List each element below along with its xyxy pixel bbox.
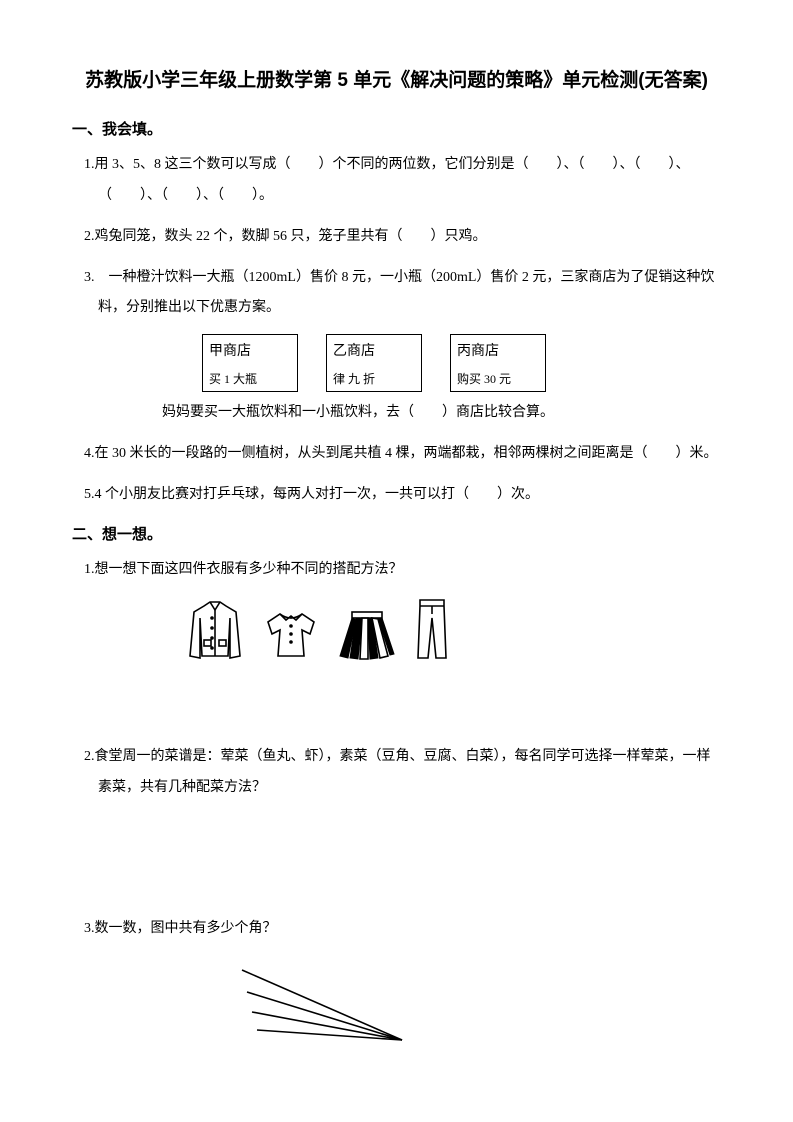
store-box-a: 甲商店 买 1 大瓶 [202, 334, 298, 392]
q1-5: 5.4 个小朋友比赛对打乒乓球，每两人对打一次，一共可以打（ ）次。 [72, 480, 721, 511]
q1-4: 4.在 30 米长的一段路的一侧植树，从头到尾共植 4 棵，两端都栽，相邻两棵树… [72, 439, 721, 470]
store-box-c: 丙商店 购买 30 元 [450, 334, 546, 392]
shirt-icon [260, 608, 322, 662]
section1-heading: 一、我会填。 [72, 116, 721, 145]
store-b-name: 乙商店 [333, 341, 415, 363]
pants-icon [412, 596, 452, 662]
clothes-row [182, 596, 721, 662]
store-b-promo: 律 九 折 [333, 370, 415, 389]
skirt-icon [334, 608, 400, 662]
jacket-icon [182, 600, 248, 662]
page-title: 苏教版小学三年级上册数学第 5 单元《解决问题的策略》单元检测(无答案) [72, 60, 721, 102]
store-c-promo: 购买 30 元 [457, 370, 539, 389]
q1-3a: 3. 一种橙汁饮料一大瓶（1200mL）售价 8 元，一小瓶（200mL）售价 … [72, 263, 721, 325]
q2-2: 2.食堂周一的菜谱是：荤菜（鱼丸、虾），素菜（豆角、豆腐、白菜），每名同学可选择… [72, 742, 721, 804]
q2-1: 1.想一想下面这四件衣服有多少种不同的搭配方法？ [72, 555, 721, 586]
q1-1: 1.用 3、5、8 这三个数可以写成（ ）个不同的两位数，它们分别是（ ）、（ … [72, 150, 721, 212]
angle-icon [222, 960, 422, 1050]
store-box-b: 乙商店 律 九 折 [326, 334, 422, 392]
store-boxes: 甲商店 买 1 大瓶 乙商店 律 九 折 丙商店 购买 30 元 [202, 334, 721, 392]
q2-3: 3.数一数，图中共有多少个角？ [72, 914, 721, 945]
store-c-name: 丙商店 [457, 341, 539, 363]
store-a-name: 甲商店 [209, 341, 291, 363]
q1-2: 2.鸡兔同笼，数头 22 个，数脚 56 只，笼子里共有（ ）只鸡。 [72, 222, 721, 253]
store-a-promo: 买 1 大瓶 [209, 370, 291, 389]
section2-heading: 二、想一想。 [72, 521, 721, 550]
q1-3b: 妈妈要买一大瓶饮料和一小瓶饮料，去（ ）商店比较合算。 [72, 398, 721, 429]
